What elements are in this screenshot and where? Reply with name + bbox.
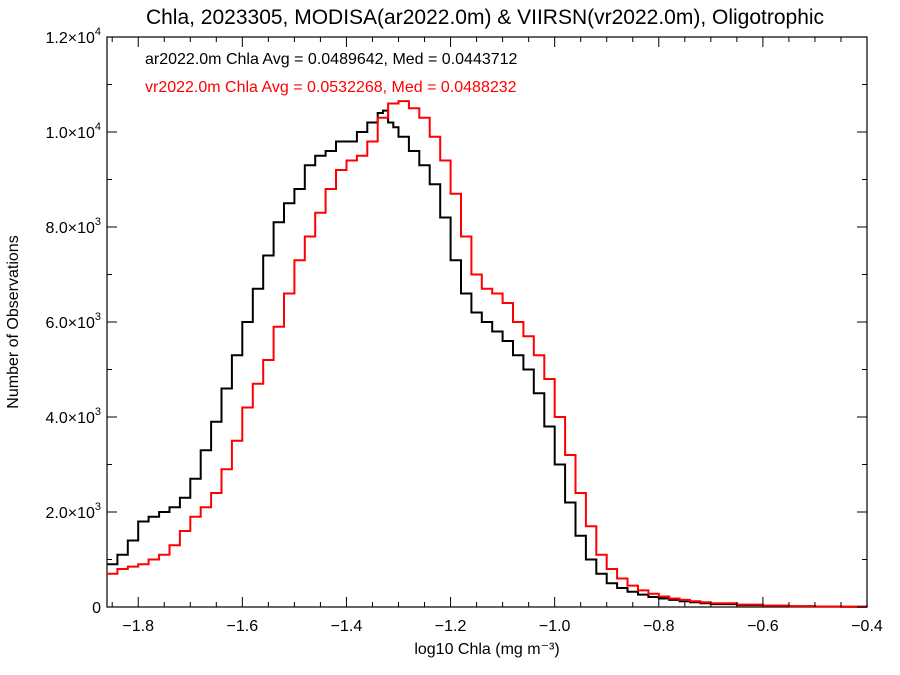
series-line-0 (107, 109, 868, 608)
x-tick-label: −1.2 (435, 618, 467, 635)
y-tick-label: 6.0×103 (45, 311, 101, 332)
annotation-vr2022: vr2022.0m Chla Avg = 0.0532268, Med = 0.… (145, 79, 517, 96)
y-tick-label: 8.0×103 (45, 216, 101, 237)
x-tick-label: −1.0 (539, 618, 571, 635)
x-tick-label: −0.4 (851, 618, 883, 635)
y-tick-label: 4.0×103 (45, 406, 101, 427)
annotation-ar2022: ar2022.0m Chla Avg = 0.0489642, Med = 0.… (145, 51, 518, 68)
series-line-1 (107, 100, 868, 608)
series-layer (107, 100, 868, 608)
x-axis-label: log10 Chla (mg m⁻³) (414, 641, 559, 658)
y-tick-label: 1.2×104 (45, 26, 101, 47)
x-tick-label: −0.6 (747, 618, 779, 635)
y-tick-label: 1.0×104 (45, 121, 101, 142)
plot-area: −1.8 −1.6 −1.4 −1.2 −1.0 −0.8 −0.6 −0.4 0 2.0×103… (45, 26, 882, 635)
y-tick-label: 0 (92, 600, 101, 617)
x-tick-label: −1.4 (331, 618, 363, 635)
x-tick-label: −0.8 (643, 618, 675, 635)
x-tick-label: −1.8 (122, 618, 154, 635)
y-tick-label: 2.0×103 (45, 501, 101, 522)
ticks-layer: −1.8 −1.6 −1.4 −1.2 −1.0 −0.8 −0.6 −0.4 0 2.0×103… (45, 26, 882, 635)
y-axis-label: Number of Observations (5, 235, 22, 408)
x-tick-label: −1.6 (227, 618, 259, 635)
chart-title: Chla, 2023305, MODISA(ar2022.0m) & VIIRS… (146, 6, 824, 29)
